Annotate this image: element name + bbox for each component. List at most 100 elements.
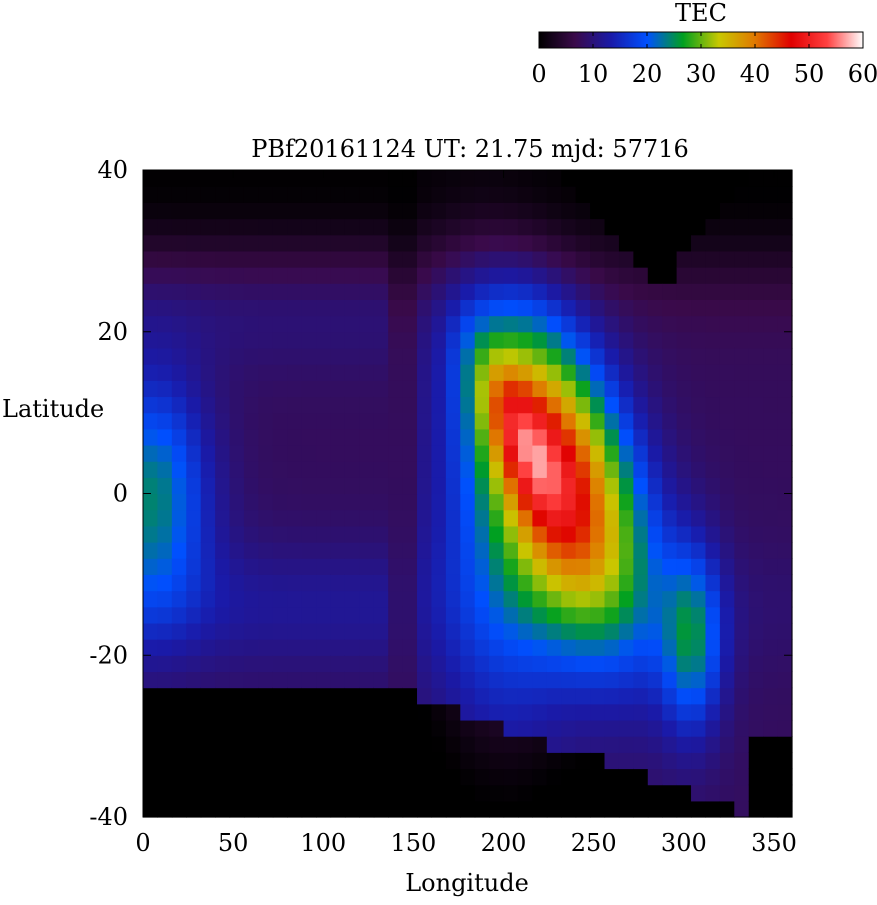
heatmap-cell bbox=[691, 444, 707, 462]
heatmap-cell bbox=[258, 364, 274, 381]
heatmap-cell bbox=[590, 202, 606, 220]
heatmap-cell bbox=[705, 493, 721, 511]
heatmap-cell bbox=[272, 202, 288, 220]
heatmap-cell bbox=[460, 784, 476, 802]
heatmap-cell bbox=[618, 736, 634, 753]
heatmap-cell bbox=[316, 542, 332, 559]
heatmap-cell bbox=[157, 444, 173, 462]
heatmap-cell bbox=[157, 202, 173, 220]
heatmap-cell bbox=[359, 655, 375, 673]
heatmap-cell bbox=[402, 461, 418, 478]
heatmap-cell bbox=[200, 558, 216, 575]
heatmap-cell bbox=[344, 558, 360, 575]
heatmap-cell bbox=[532, 736, 548, 753]
heatmap-cell bbox=[633, 461, 649, 478]
heatmap-cell bbox=[618, 606, 634, 624]
heatmap-cell bbox=[633, 347, 649, 365]
heatmap-cell bbox=[734, 639, 750, 656]
heatmap-cell bbox=[431, 347, 447, 365]
heatmap-cell bbox=[647, 800, 663, 818]
heatmap-cell bbox=[359, 606, 375, 624]
heatmap-cell bbox=[748, 639, 764, 656]
heatmap-cell bbox=[460, 250, 476, 268]
heatmap-cell bbox=[691, 186, 707, 203]
heatmap-cell bbox=[575, 671, 591, 689]
heatmap-cell bbox=[561, 396, 577, 414]
heatmap-cell bbox=[618, 671, 634, 689]
heatmap-cell bbox=[734, 444, 750, 462]
heatmap-cell bbox=[344, 493, 360, 511]
heatmap-cell bbox=[503, 477, 519, 495]
heatmap-cell bbox=[489, 267, 505, 284]
heatmap-cell bbox=[272, 331, 288, 349]
heatmap-cell bbox=[489, 784, 505, 802]
heatmap-cell bbox=[431, 202, 447, 220]
heatmap-cell bbox=[676, 784, 692, 802]
colorbar-tick-label: 40 bbox=[740, 60, 771, 88]
heatmap-cell bbox=[647, 380, 663, 398]
heatmap-cell bbox=[503, 719, 519, 737]
heatmap-cell bbox=[460, 347, 476, 365]
heatmap-cell bbox=[402, 622, 418, 640]
heatmap-cell bbox=[734, 525, 750, 543]
heatmap-cell bbox=[417, 509, 433, 527]
heatmap-cell bbox=[532, 380, 548, 398]
heatmap-cell bbox=[243, 283, 259, 300]
heatmap-cell bbox=[258, 315, 274, 333]
heatmap-cell bbox=[171, 170, 187, 187]
heatmap-cell bbox=[344, 606, 360, 624]
heatmap-cell bbox=[676, 768, 692, 786]
heatmap-cell bbox=[215, 719, 231, 737]
heatmap-cell bbox=[243, 412, 259, 430]
heatmap-cell bbox=[503, 639, 519, 656]
heatmap-cell bbox=[373, 299, 389, 317]
heatmap-cell bbox=[287, 364, 303, 381]
heatmap-cell bbox=[763, 655, 779, 673]
heatmap-cell bbox=[604, 590, 620, 608]
heatmap-cell bbox=[359, 331, 375, 349]
heatmap-cell bbox=[417, 444, 433, 462]
heatmap-cell bbox=[517, 639, 533, 656]
heatmap-cell bbox=[171, 590, 187, 608]
heatmap-cell bbox=[431, 170, 447, 187]
heatmap-cell bbox=[243, 364, 259, 381]
heatmap-cell bbox=[719, 477, 735, 495]
heatmap-cell bbox=[143, 380, 159, 398]
heatmap-cell bbox=[171, 428, 187, 446]
heatmap-cell bbox=[763, 347, 779, 365]
heatmap-cell bbox=[517, 347, 533, 365]
heatmap-cell bbox=[503, 493, 519, 511]
heatmap-cell bbox=[719, 784, 735, 802]
heatmap-cell bbox=[575, 574, 591, 592]
heatmap-cell bbox=[517, 671, 533, 689]
heatmap-cell bbox=[171, 250, 187, 268]
heatmap-cell bbox=[503, 396, 519, 414]
heatmap-cell bbox=[532, 671, 548, 689]
heatmap-cell bbox=[546, 525, 562, 543]
heatmap-cell bbox=[561, 493, 577, 511]
heatmap-cell bbox=[460, 234, 476, 252]
heatmap-cell bbox=[474, 752, 490, 770]
heatmap-cell bbox=[748, 784, 764, 802]
heatmap-cell bbox=[532, 477, 548, 495]
heatmap-cell bbox=[777, 703, 793, 721]
heatmap-cell bbox=[243, 250, 259, 268]
heatmap-cell bbox=[171, 800, 187, 818]
heatmap-cell bbox=[301, 784, 317, 802]
heatmap-cell bbox=[157, 283, 173, 300]
heatmap-cell bbox=[431, 655, 447, 673]
heatmap-cell bbox=[734, 542, 750, 559]
heatmap-cell bbox=[590, 380, 606, 398]
heatmap-cell bbox=[777, 380, 793, 398]
heatmap-cell bbox=[517, 719, 533, 737]
heatmap-cell bbox=[258, 703, 274, 721]
heatmap-cell bbox=[777, 461, 793, 478]
heatmap-cell bbox=[575, 347, 591, 365]
heatmap-cell bbox=[171, 202, 187, 220]
heatmap-cell bbox=[143, 671, 159, 689]
heatmap-cell bbox=[474, 525, 490, 543]
heatmap-cell bbox=[561, 428, 577, 446]
heatmap-cell bbox=[618, 509, 634, 527]
heatmap-cell bbox=[143, 170, 159, 187]
heatmap-cell bbox=[590, 477, 606, 495]
